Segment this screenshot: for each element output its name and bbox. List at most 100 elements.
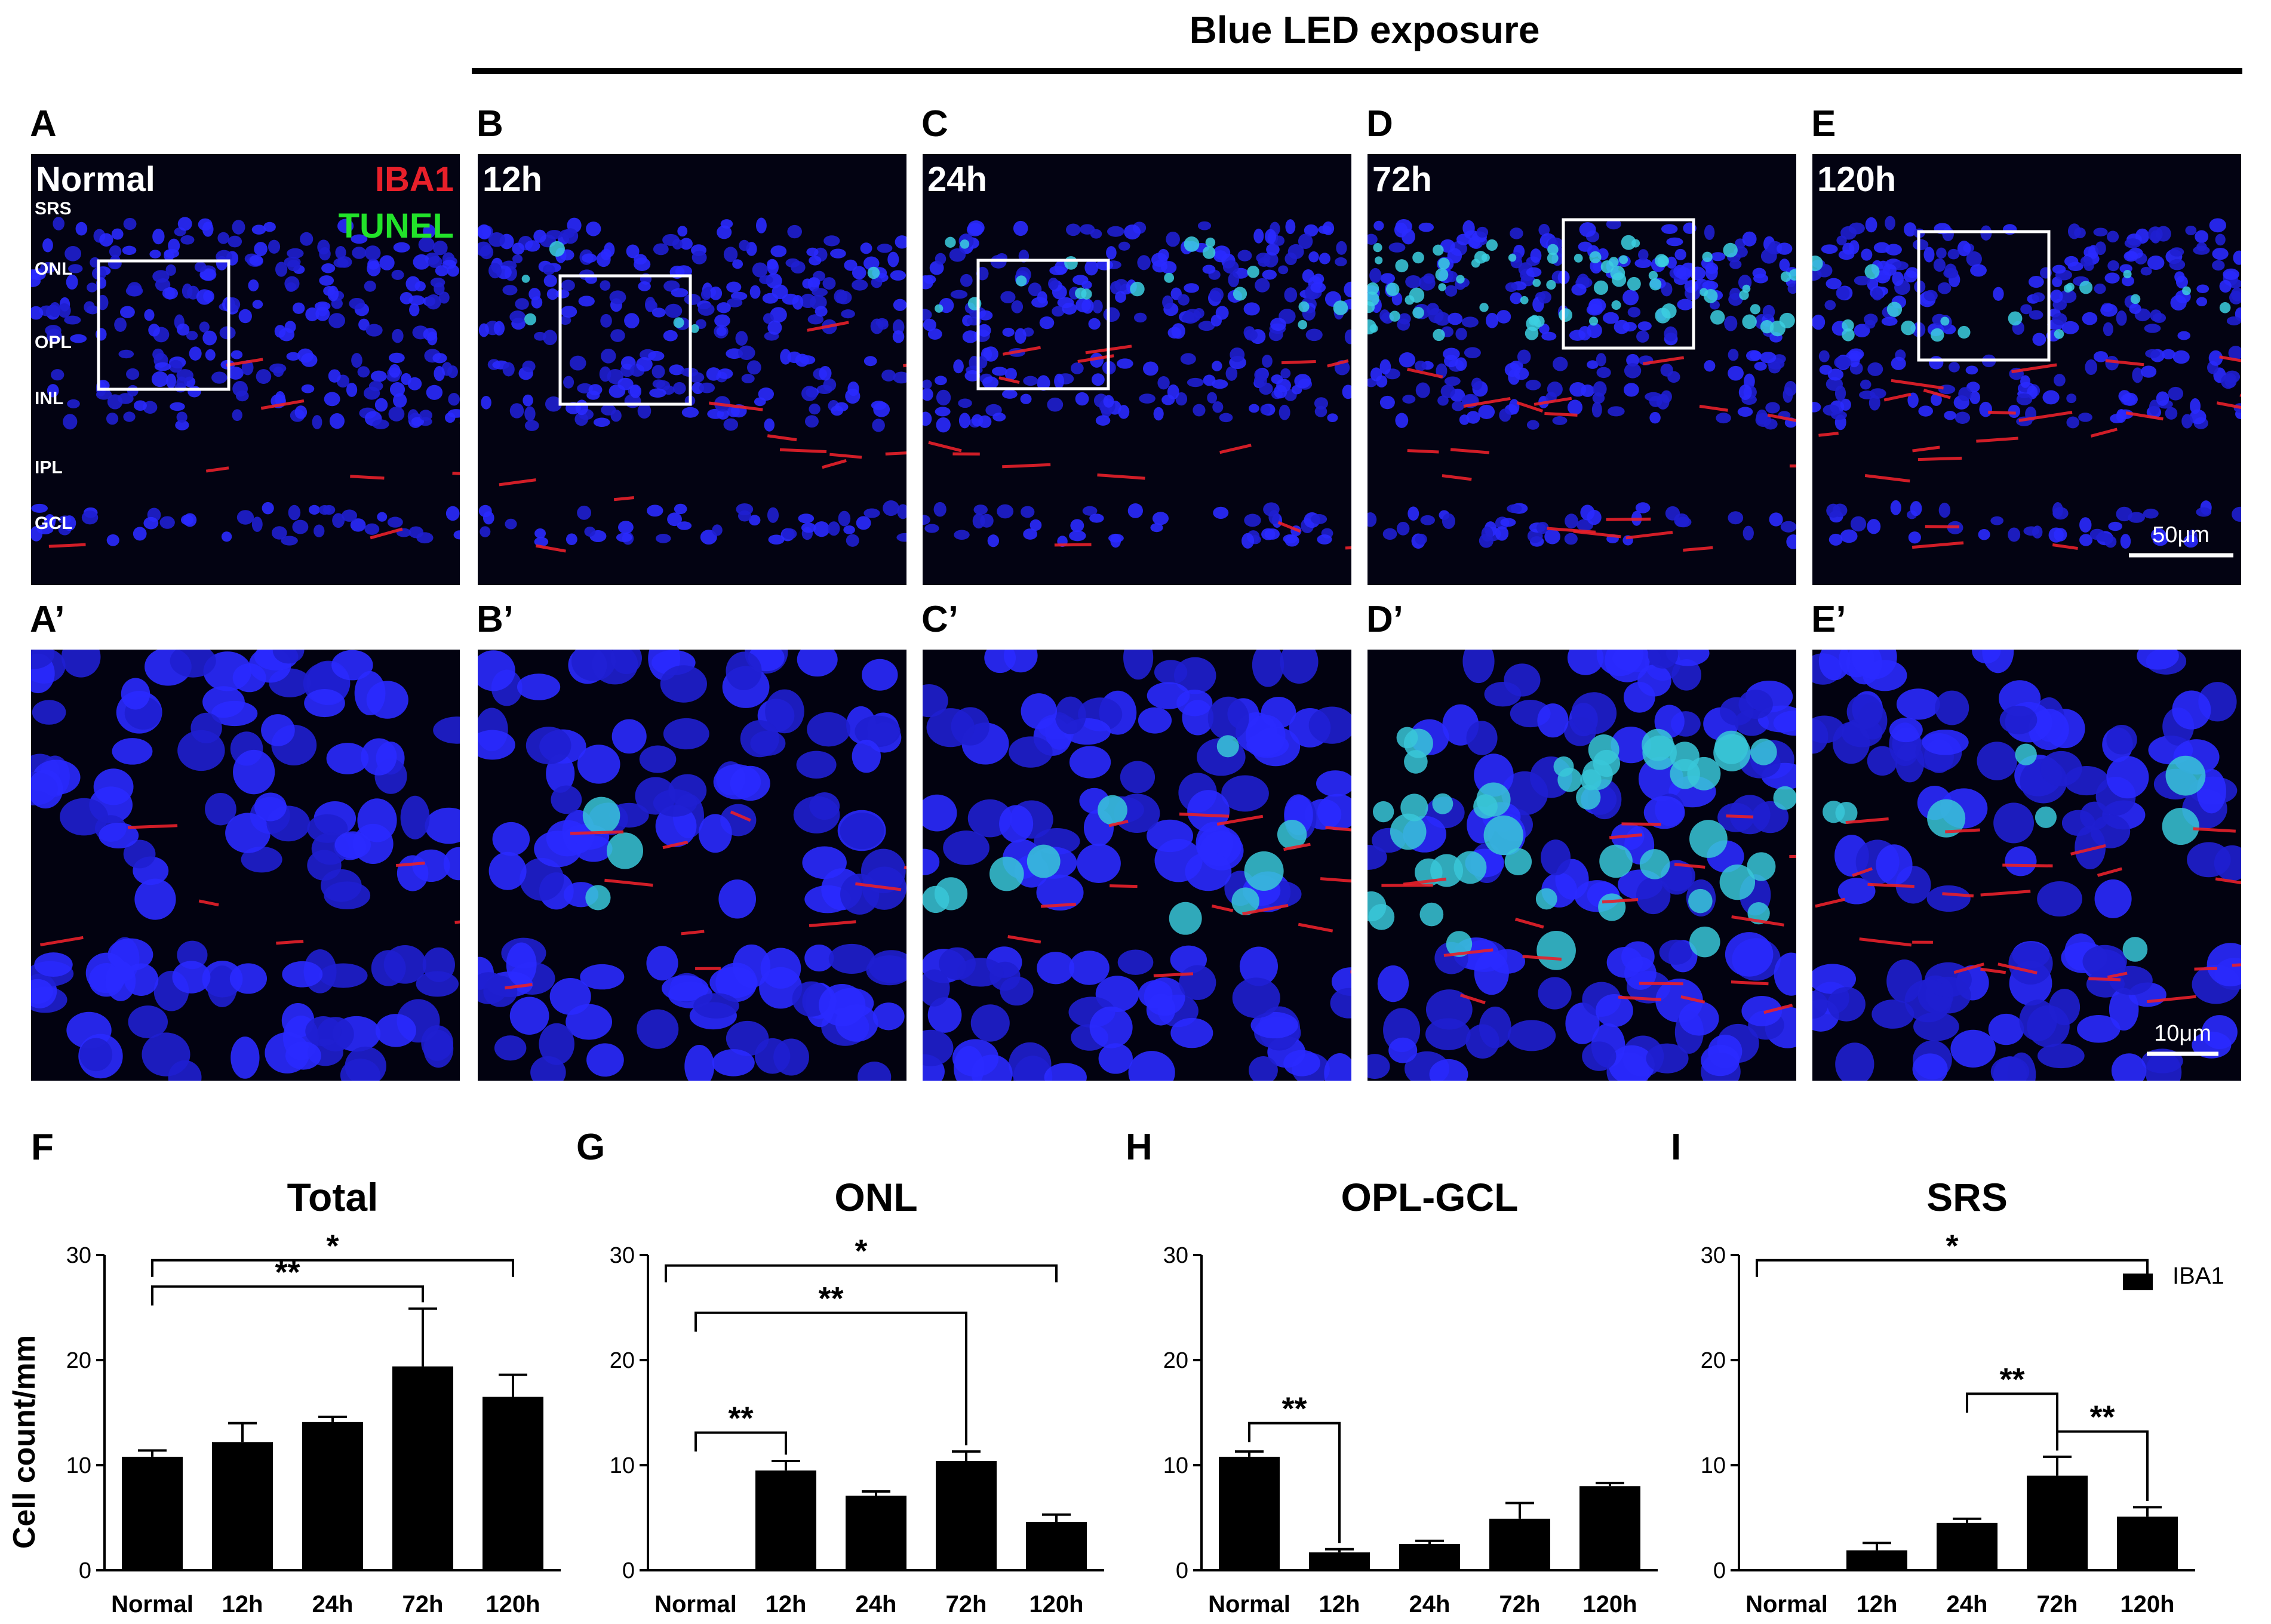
- nucleus: [200, 268, 217, 281]
- tunel-positive-cell: [1608, 257, 1619, 267]
- panel-1-zoom: A’: [30, 599, 460, 1081]
- nucleus: [502, 362, 515, 377]
- tunel-positive-cell: [1389, 310, 1400, 322]
- nucleus: [1812, 964, 1857, 994]
- nucleus: [844, 259, 858, 271]
- nucleus: [1978, 529, 1990, 540]
- nucleus: [2078, 413, 2092, 422]
- nucleus: [1787, 283, 1796, 294]
- y-tick-label: 0: [79, 1558, 91, 1583]
- nucleus: [1461, 316, 1479, 328]
- inset-box: [1917, 230, 2051, 362]
- nucleus: [2147, 255, 2165, 270]
- nucleus: [768, 534, 785, 545]
- iba1-process: [779, 448, 827, 454]
- iba1-process: [1463, 396, 1511, 408]
- tunel-positive-cell: [1504, 848, 1532, 876]
- nucleus: [367, 259, 380, 270]
- nucleus: [232, 220, 245, 235]
- nucleus: [617, 377, 634, 390]
- nucleus: [1089, 1006, 1133, 1048]
- iba1-process: [1609, 833, 1643, 839]
- nucleus: [154, 362, 171, 371]
- nucleus: [2028, 709, 2069, 751]
- nucleus: [324, 392, 340, 407]
- nucleus: [512, 254, 523, 263]
- nucleus: [393, 242, 410, 253]
- nucleus: [1969, 390, 1981, 405]
- nucleus: [767, 259, 778, 270]
- nucleus: [478, 323, 489, 337]
- inset-box: [558, 274, 692, 406]
- nucleus: [872, 419, 885, 432]
- nucleus: [699, 382, 715, 393]
- nucleus: [1476, 226, 1489, 238]
- nucleus: [840, 873, 880, 915]
- nucleus: [509, 310, 526, 324]
- significance-bracket: [1966, 1392, 2058, 1451]
- nucleus: [1510, 227, 1523, 239]
- nucleus: [561, 306, 577, 318]
- nucleus: [357, 798, 397, 842]
- nucleus: [1425, 989, 1473, 1030]
- nucleus: [1442, 513, 1455, 529]
- nucleus: [1738, 384, 1752, 400]
- x-tick-label: 24h: [856, 1591, 897, 1617]
- nucleus: [377, 512, 388, 522]
- nucleus: [1310, 282, 1326, 293]
- nucleus: [221, 531, 232, 542]
- nucleus: [124, 963, 159, 996]
- nucleus: [435, 265, 449, 276]
- x-tick-label: 12h: [222, 1591, 263, 1617]
- nucleus: [1636, 330, 1649, 343]
- nucleus: [577, 745, 620, 784]
- nucleus: [1638, 249, 1649, 261]
- panel-letter: A’: [30, 599, 65, 640]
- nucleus: [950, 290, 968, 299]
- nucleus: [1891, 356, 1906, 370]
- nucleus: [524, 420, 539, 431]
- nucleus: [1979, 401, 1993, 417]
- nucleus: [1107, 226, 1124, 237]
- nucleus: [1138, 707, 1172, 734]
- nucleus: [533, 229, 546, 243]
- nucleus: [815, 306, 828, 317]
- nucleus: [2143, 508, 2159, 519]
- nucleus: [923, 387, 933, 401]
- iba1-process: [1942, 892, 1974, 898]
- nucleus: [2209, 218, 2227, 233]
- timepoint-label: 12h: [483, 160, 542, 199]
- nucleus: [667, 512, 682, 527]
- y-tick-label: 10: [610, 1453, 635, 1478]
- nucleus: [319, 275, 334, 286]
- nucleus: [1273, 385, 1287, 399]
- nucleus: [375, 1014, 416, 1047]
- nucleus: [1818, 650, 1851, 681]
- tunel-positive-cell: [1375, 256, 1383, 264]
- y-tick-label: 20: [1701, 1348, 1726, 1373]
- nucleus: [1039, 316, 1055, 330]
- nucleus: [999, 805, 1034, 843]
- nucleus: [1944, 263, 1957, 278]
- iba1-process: [1573, 530, 1621, 539]
- nucleus: [624, 313, 640, 328]
- nucleus: [287, 248, 304, 259]
- nucleus: [365, 324, 383, 337]
- iba1-process: [1443, 948, 1493, 957]
- nucleus: [107, 938, 153, 971]
- nucleus: [542, 264, 555, 275]
- iba1-process: [535, 544, 566, 553]
- nucleus: [2174, 271, 2185, 283]
- nucleus: [1402, 395, 1416, 404]
- nucleus: [388, 406, 405, 422]
- nucleus: [1000, 291, 1016, 304]
- nucleus: [927, 328, 942, 340]
- nucleus: [1388, 242, 1406, 253]
- nucleus: [119, 306, 135, 318]
- significance-label: **: [2089, 1400, 2115, 1435]
- tunel-positive-cell: [2165, 755, 2206, 796]
- nucleus: [1530, 248, 1542, 263]
- nucleus: [301, 384, 315, 393]
- nucleus: [111, 228, 124, 240]
